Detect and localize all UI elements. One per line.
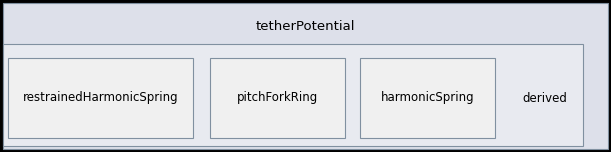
Text: harmonicSpring: harmonicSpring	[381, 92, 474, 105]
FancyBboxPatch shape	[3, 44, 583, 146]
FancyBboxPatch shape	[210, 58, 345, 138]
Text: restrainedHarmonicSpring: restrainedHarmonicSpring	[23, 92, 178, 105]
FancyBboxPatch shape	[8, 58, 193, 138]
FancyBboxPatch shape	[360, 58, 495, 138]
Text: tetherPotential: tetherPotential	[256, 19, 355, 33]
Text: pitchForkRing: pitchForkRing	[237, 92, 318, 105]
FancyBboxPatch shape	[3, 3, 608, 149]
Text: derived: derived	[522, 92, 568, 105]
